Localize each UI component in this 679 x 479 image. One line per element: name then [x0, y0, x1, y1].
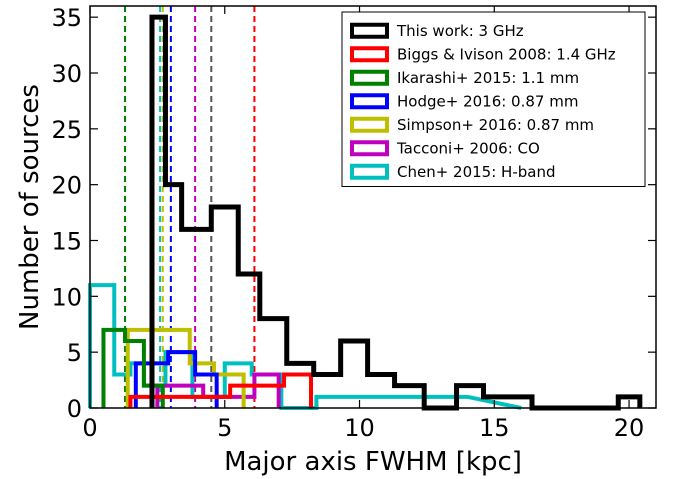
legend-swatch-3 [350, 93, 389, 110]
y-tick-label-20: 20 [51, 172, 82, 200]
series-2-histogram [101, 327, 165, 408]
median-lines [124, 6, 256, 408]
y-tick-label-0: 0 [67, 395, 82, 423]
series-4-histogram [125, 327, 246, 408]
legend: This work: 3 GHz Biggs & Ivison 2008: 1.4… [341, 11, 646, 187]
axis-ticks: 0 5 10 15 20 0 5 10 15 20 25 30 35 [51, 4, 656, 442]
legend-swatch-4 [350, 116, 389, 133]
x-axis-label: Major axis FWHM [kpc] [224, 447, 522, 477]
legend-box [341, 11, 646, 187]
legend-entry-0: This work: 3 GHz [396, 22, 524, 40]
x-tick-label-15: 15 [479, 414, 510, 442]
y-tick-label-30: 30 [51, 60, 82, 88]
legend-entry-5: Tacconi+ 2006: CO [396, 139, 540, 157]
legend-entry-1: Biggs & Ivison 2008: 1.4 GHz [397, 45, 616, 63]
legend-entry-3: Hodge+ 2016: 0.87 mm [397, 92, 578, 110]
legend-swatch-1 [350, 46, 389, 63]
y-tick-label-10: 10 [51, 283, 82, 311]
x-tick-label-10: 10 [344, 414, 375, 442]
x-tick-label-0: 0 [82, 414, 97, 442]
legend-swatch-5 [350, 140, 389, 157]
plot-frame [89, 5, 657, 409]
y-tick-label-35: 35 [51, 4, 82, 32]
y-axis-label: Number of sources [15, 84, 45, 330]
legend-swatch-0 [350, 22, 389, 39]
x-tick-label-5: 5 [217, 414, 232, 442]
y-tick-label-25: 25 [51, 116, 82, 144]
legend-swatch-6 [350, 163, 389, 180]
legend-swatch-2 [350, 69, 389, 86]
legend-entry-4: Simpson+ 2016: 0.87 mm [397, 116, 594, 134]
series-3-histogram [133, 350, 219, 408]
series-0-histogram [149, 14, 643, 411]
y-tick-label-15: 15 [51, 228, 82, 256]
legend-entry-2: Ikarashi+ 2015: 1.1 mm [397, 69, 579, 87]
y-tick-label-5: 5 [67, 339, 82, 367]
x-tick-label-20: 20 [614, 414, 645, 442]
legend-entry-6: Chen+ 2015: H-band [397, 163, 555, 181]
